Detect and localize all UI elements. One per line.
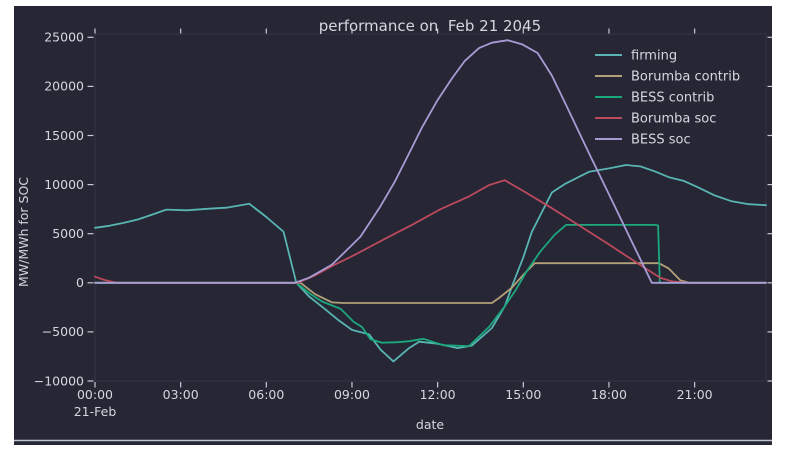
x-tick-sublabel: 21-Feb	[74, 404, 117, 419]
y-tick-label: 20000	[44, 79, 84, 94]
x-tick-label: 09:00	[334, 387, 370, 402]
y-tick-label: 5000	[52, 226, 84, 241]
tick-labels: 25000 20000 15000 10000 5000 0 −5000 −1000000:0…	[34, 30, 713, 419]
figure: 25000 20000 15000 10000 5000 0 −5000 −10000 00:0…	[14, 6, 774, 445]
series-bess-contrib	[94, 223, 767, 348]
legend: firming Borumba contrib BESS contrib Borumb…	[595, 49, 740, 148]
y-tick-label: 10000	[44, 177, 84, 192]
series-bess-soc	[94, 39, 767, 284]
y-axis-label: MW/MWh for SOC	[16, 177, 31, 287]
x-tick-label: 03:00	[163, 387, 199, 402]
x-tick-label: 15:00	[505, 387, 541, 402]
legend-label: Borumba soc	[631, 112, 716, 127]
x-tick-label: 00:00	[77, 387, 113, 402]
legend-label: BESS contrib	[631, 91, 714, 106]
y-tick-label: 0	[76, 275, 84, 290]
legend-label: Borumba contrib	[631, 70, 740, 85]
x-axis-label: date	[416, 417, 444, 432]
plot-area-spines	[94, 33, 767, 382]
x-tick-label: 21:00	[677, 387, 713, 402]
series-lines	[94, 39, 767, 363]
y-tick-label: −5000	[42, 324, 84, 339]
chart-canvas: 25000 20000 15000 10000 5000 0 −5000 −1000000:0…	[14, 6, 774, 445]
series-firming	[94, 164, 767, 363]
y-tick-label: 15000	[44, 128, 84, 143]
axis-ticks	[87, 28, 774, 388]
x-tick-label: 06:00	[248, 387, 284, 402]
legend-label: firming	[631, 49, 677, 64]
y-tick-label: 25000	[44, 30, 84, 45]
y-tick-label: −10000	[34, 373, 84, 388]
x-tick-label: 12:00	[420, 387, 456, 402]
legend-label: BESS soc	[631, 133, 691, 148]
series-borumba-contrib	[94, 262, 767, 304]
x-tick-label: 18:00	[591, 387, 627, 402]
chart-title: performance on Feb 21 2045	[319, 17, 541, 35]
